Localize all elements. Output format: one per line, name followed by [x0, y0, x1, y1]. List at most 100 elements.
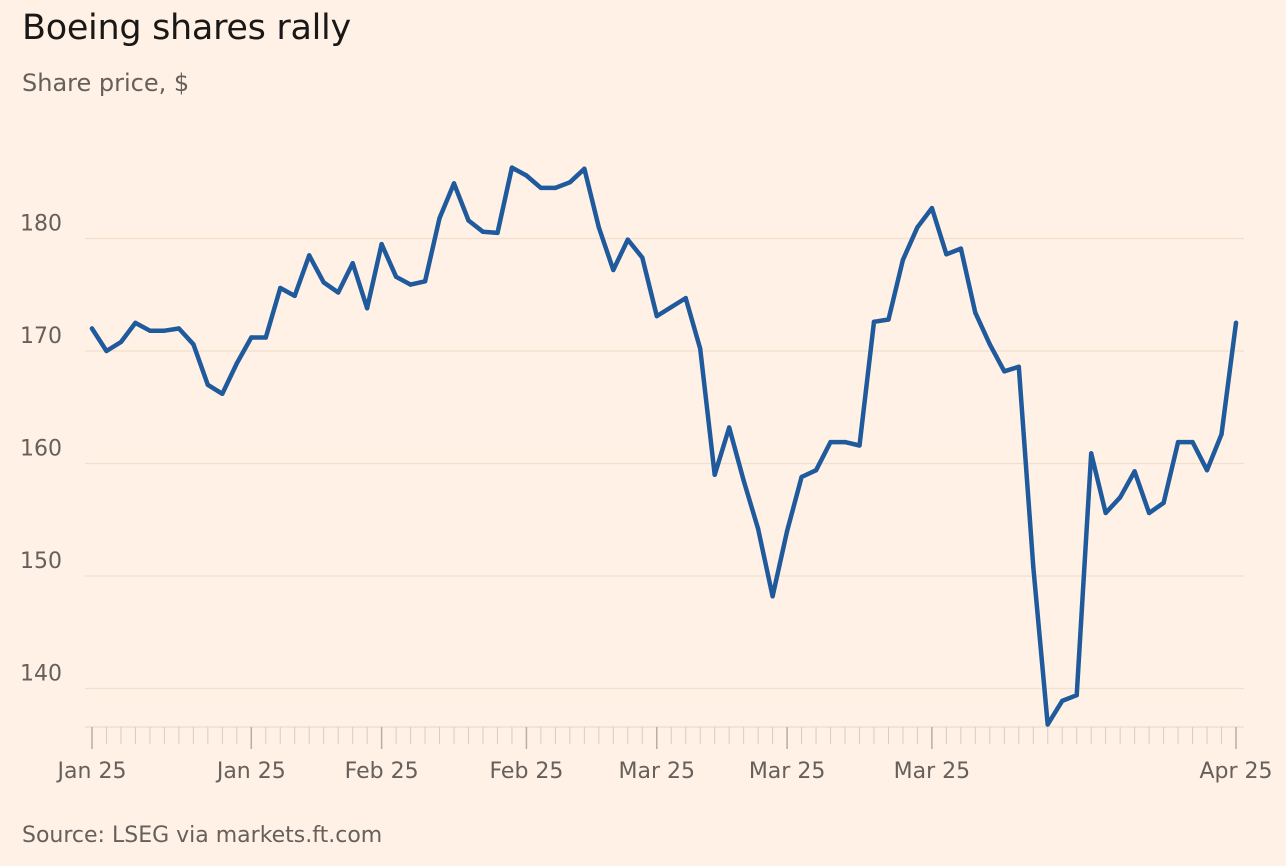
data-point: [886, 317, 891, 322]
data-point: [495, 230, 500, 236]
data-point: [683, 295, 688, 301]
x-tick-label: Jan 25: [56, 759, 127, 784]
data-point: [278, 285, 283, 291]
data-point: [408, 282, 413, 287]
y-tick-label: 150: [20, 549, 62, 574]
data-point: [567, 180, 573, 185]
series-layer: [89, 165, 1239, 727]
data-point: [307, 253, 312, 258]
data-point: [987, 342, 993, 347]
data-point: [784, 528, 790, 534]
data-point: [118, 339, 124, 345]
y-tick-label: 160: [20, 437, 62, 462]
data-point: [900, 257, 906, 263]
data-point: [698, 346, 703, 351]
data-point: [393, 274, 399, 279]
data-point: [799, 474, 804, 480]
data-point: [176, 326, 182, 331]
data-point: [1117, 495, 1123, 500]
data-point: [915, 225, 920, 230]
data-point: [364, 306, 370, 311]
data-point: [582, 166, 587, 171]
data-point: [654, 313, 659, 319]
data-point: [1233, 320, 1239, 326]
series-line: [89, 165, 1239, 727]
data-point: [1031, 564, 1036, 570]
data-point: [669, 304, 674, 310]
data-point: [249, 335, 254, 340]
chart-title: Boeing shares rally: [22, 8, 351, 48]
data-point: [220, 391, 225, 396]
y-tick-label: 180: [20, 212, 62, 237]
data-point: [712, 472, 717, 477]
data-point: [1190, 439, 1195, 445]
data-point: [1219, 432, 1224, 437]
data-point: [205, 382, 211, 387]
gridlines: [85, 237, 1244, 690]
y-tick-label: 170: [20, 324, 62, 349]
data-point: [437, 216, 442, 221]
data-point: [770, 594, 775, 599]
data-point: [451, 181, 457, 186]
data-point: [263, 335, 268, 340]
data-point: [524, 173, 529, 178]
data-point: [1204, 468, 1210, 473]
data-point: [944, 252, 949, 257]
data-point: [321, 280, 326, 285]
data-point: [1103, 510, 1108, 516]
data-point: [422, 279, 428, 284]
data-point: [726, 425, 732, 430]
data-point: [755, 526, 761, 531]
data-point: [538, 185, 544, 191]
data-point: [1132, 469, 1137, 474]
x-tick-label: Jan 25: [215, 759, 286, 784]
data-point: [480, 229, 486, 234]
x-tick-label: Apr 25: [1199, 759, 1272, 784]
y-axis-ticks: 140 150 160 170 180: [20, 212, 62, 687]
data-point: [1074, 693, 1079, 698]
x-tick-label: Feb 25: [345, 759, 419, 784]
data-point: [1146, 510, 1152, 516]
data-point: [162, 328, 167, 333]
data-point: [640, 255, 645, 260]
data-point: [1002, 369, 1007, 374]
data-point: [842, 439, 848, 445]
data-point: [625, 237, 630, 242]
data-point: [1060, 698, 1065, 704]
data-point: [973, 310, 978, 315]
data-point: [813, 468, 819, 473]
x-tick-label: Mar 25: [619, 759, 696, 784]
data-point: [596, 225, 602, 230]
data-point: [234, 361, 240, 366]
data-point: [89, 326, 95, 331]
data-point: [1175, 439, 1181, 445]
chart-subtitle: Share price, $: [22, 69, 190, 97]
data-point: [929, 205, 935, 211]
data-point: [191, 342, 196, 347]
data-point: [741, 478, 746, 483]
data-point: [553, 185, 558, 191]
data-point: [104, 348, 109, 354]
x-axis: Jan 25 Jan 25 Feb 25 Feb 25 Mar 25 Mar 25 Mar …: [56, 726, 1273, 784]
data-point: [1161, 500, 1166, 506]
data-point: [350, 261, 355, 266]
data-point: [1088, 451, 1094, 456]
data-point: [871, 319, 877, 324]
data-point: [147, 328, 153, 333]
data-point: [509, 165, 515, 170]
data-point: [611, 267, 616, 273]
x-tick-label: Mar 25: [749, 759, 826, 784]
data-point: [958, 246, 964, 251]
data-point: [857, 443, 862, 448]
y-tick-label: 140: [20, 662, 62, 687]
data-point: [1045, 722, 1050, 727]
data-point: [292, 293, 297, 299]
data-point: [335, 290, 341, 295]
data-point: [133, 320, 138, 326]
data-point: [466, 218, 471, 223]
source-note: Source: LSEG via markets.ft.com: [22, 823, 383, 848]
data-point: [1016, 364, 1021, 369]
data-point: [379, 241, 384, 247]
data-point: [828, 439, 833, 445]
